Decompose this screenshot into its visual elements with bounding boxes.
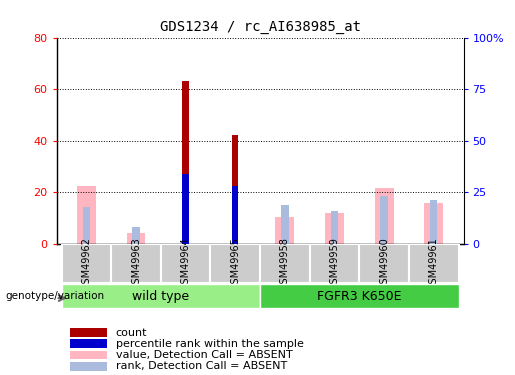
Bar [232,186,238,244]
Text: GSM49961: GSM49961 [428,237,439,290]
Bar [62,284,260,308]
Text: FGFR3 K650E: FGFR3 K650E [317,290,402,303]
Bar [232,135,238,244]
Bar [375,188,393,244]
Bar [430,200,437,244]
Bar [276,217,294,244]
Bar [424,202,443,244]
Bar [182,81,189,244]
Text: genotype/variation: genotype/variation [5,291,104,301]
Bar [409,244,458,283]
Text: value, Detection Call = ABSENT: value, Detection Call = ABSENT [115,350,293,360]
Text: count: count [115,328,147,338]
Bar [83,207,90,244]
Text: wild type: wild type [132,290,190,303]
Bar [182,174,189,244]
Text: percentile rank within the sample: percentile rank within the sample [115,339,303,349]
Text: GSM49959: GSM49959 [330,237,339,290]
Text: GSM49960: GSM49960 [379,237,389,290]
Bar [211,244,260,283]
Bar [127,233,145,244]
Text: rank, Detection Call = ABSENT: rank, Detection Call = ABSENT [115,361,287,371]
Bar [359,244,409,283]
Bar [132,227,140,244]
Text: GSM49964: GSM49964 [181,237,191,290]
Bar [310,244,359,283]
Title: GDS1234 / rc_AI638985_at: GDS1234 / rc_AI638985_at [160,20,360,34]
Bar [70,328,107,337]
Text: GSM49965: GSM49965 [230,237,241,290]
Bar [331,211,338,244]
Text: GSM49962: GSM49962 [81,237,92,290]
Bar [62,244,111,283]
Bar [70,339,107,348]
Bar [70,351,107,359]
Text: GSM49963: GSM49963 [131,237,141,290]
Bar [381,196,388,244]
Bar [77,186,96,244]
Bar [111,244,161,283]
Bar [161,244,211,283]
Bar [325,213,344,244]
Bar [260,284,458,308]
Bar [281,205,288,244]
Bar [70,362,107,370]
Text: GSM49958: GSM49958 [280,237,290,290]
Bar [260,244,310,283]
